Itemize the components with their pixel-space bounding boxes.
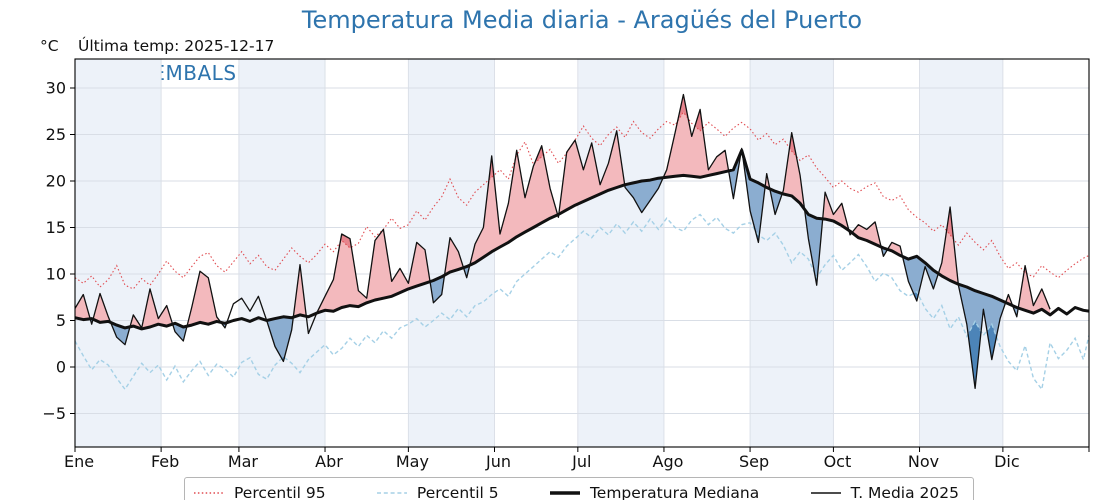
axis-ticks — [70, 87, 1090, 452]
percentil95-line — [75, 111, 1089, 290]
last-temp-label: Última temp: 2025-12-17 — [78, 37, 275, 55]
legend-item-percentil5: Percentil 5 — [376, 484, 499, 500]
y-tick-label: 30 — [46, 79, 66, 98]
legend-label-percentil5: Percentil 5 — [416, 484, 499, 500]
legend-item-mediana: Temperatura Mediana — [549, 484, 759, 500]
x-tick-label: Sep — [739, 452, 769, 471]
y-tick-label: 0 — [56, 358, 66, 377]
x-tick-label: Ene — [64, 452, 94, 471]
legend-label-percentil95: Percentil 95 — [234, 484, 326, 500]
x-tick-label: Nov — [908, 452, 939, 471]
x-tick-label: Dic — [994, 452, 1020, 471]
y-tick-label: −5 — [42, 404, 66, 423]
axis-labels: Ene Feb Mar Abr May Jun Jul Ago Sep Oct Nov Dic 30 25… — [42, 79, 1019, 472]
y-tick-label: 15 — [46, 218, 66, 237]
plot-area — [75, 93, 1089, 391]
chart-title: Temperatura Media diaria - Aragüés del P… — [301, 6, 863, 34]
x-tick-label: Oct — [824, 452, 852, 471]
fill-regions — [75, 94, 1051, 389]
legend-item-media2025: T. Media 2025 — [810, 484, 959, 500]
legend-label-mediana: Temperatura Mediana — [589, 484, 760, 500]
month-bands — [75, 59, 1003, 447]
unit-label: °C — [40, 37, 59, 55]
x-tick-label: Mar — [228, 452, 259, 471]
x-tick-label: Jul — [571, 452, 591, 471]
percentil5-line — [75, 213, 1089, 391]
mediana-line — [75, 148, 1089, 331]
series-lines — [75, 93, 1089, 391]
y-tick-label: 10 — [46, 265, 66, 284]
y-tick-label: 20 — [46, 172, 66, 191]
legend-item-percentil95: Percentil 95 — [193, 484, 326, 500]
legend-label-media2025: T. Media 2025 — [850, 484, 959, 500]
x-tick-label: Feb — [151, 452, 179, 471]
legend: Percentil 95 Percentil 5 Temperatura Med… — [184, 477, 974, 500]
y-tick-label: 5 — [56, 311, 66, 330]
percentil95-line-sample-icon — [194, 492, 224, 494]
percentil5-line-sample-icon — [376, 492, 407, 494]
x-tick-label: Ago — [653, 452, 684, 471]
mediana-line-sample-icon — [549, 491, 580, 495]
axis-frame — [74, 58, 1090, 448]
x-tick-label: Jun — [485, 452, 511, 471]
media2025-line — [75, 93, 1051, 390]
y-tick-label: 25 — [46, 125, 66, 144]
x-tick-label: May — [396, 452, 429, 471]
media2025-line-sample-icon — [810, 492, 841, 494]
x-tick-label: Abr — [315, 452, 343, 471]
